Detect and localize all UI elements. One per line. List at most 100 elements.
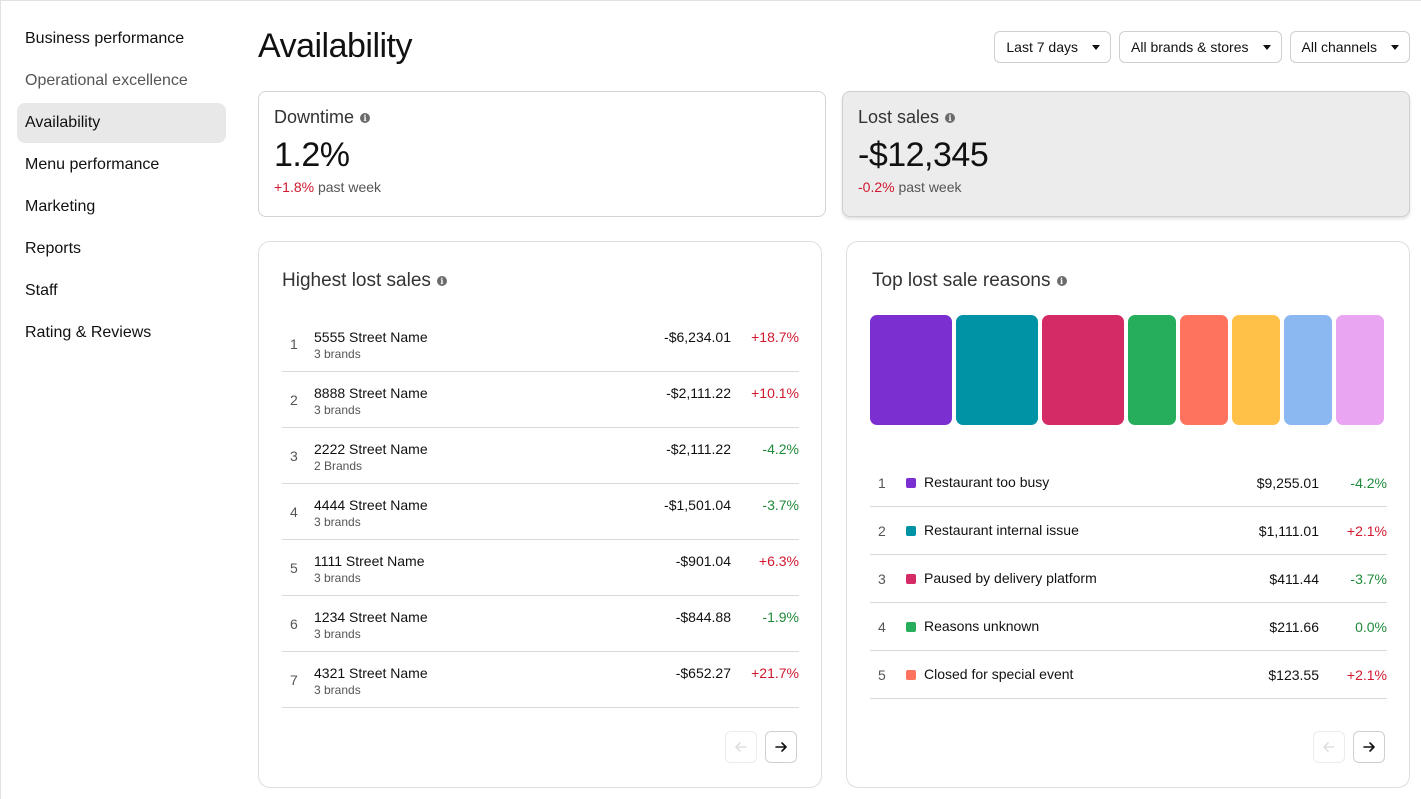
lost-sales-value: -$12,345	[858, 136, 989, 174]
caret-down-icon	[1391, 44, 1399, 50]
reason-row[interactable]: 2 Restaurant internal issue $1,111.01 +2.1%	[870, 507, 1387, 555]
reason-swatch[interactable]	[1042, 315, 1124, 425]
reason-row[interactable]: 4 Reasons unknown $211.66 0.0%	[870, 603, 1387, 651]
reason-amount: $411.44	[1269, 571, 1319, 587]
store-brand-count: 2 Brands	[314, 459, 363, 473]
store-change: -3.7%	[762, 497, 799, 513]
caret-down-icon	[1262, 44, 1271, 50]
arrow-right-icon	[775, 742, 787, 752]
sidebar-item-menu-performance[interactable]: Menu performance	[25, 156, 160, 173]
filter-bar: Last 7 days All brands & stores All chan…	[994, 31, 1410, 63]
reason-rank: 5	[878, 667, 886, 683]
store-row[interactable]: 3 2222 Street Name 2 Brands -$2,111.22 -4.2%	[282, 428, 799, 484]
reason-rank: 2	[878, 523, 886, 539]
previous-page-button[interactable]	[725, 731, 757, 763]
brands-stores-dropdown-label: All brands & stores	[1131, 39, 1249, 55]
sidebar-item-operational-excellence[interactable]: Operational excellence	[25, 72, 188, 89]
store-row[interactable]: 5 1111 Street Name 3 brands -$901.04 +6.3%	[282, 540, 799, 596]
channels-dropdown[interactable]: All channels	[1289, 31, 1410, 63]
store-lost-amount: -$901.04	[675, 553, 731, 569]
info-icon[interactable]: i	[945, 112, 956, 123]
reason-change: +2.1%	[1346, 523, 1387, 539]
panel-title-row: Highest lost sales i	[282, 270, 447, 292]
reason-amount: $1,111.01	[1258, 523, 1319, 539]
store-row[interactable]: 4 4444 Street Name 3 brands -$1,501.04 -3.7%	[282, 484, 799, 540]
store-row[interactable]: 2 8888 Street Name 3 brands -$2,111.22 +10.1…	[282, 372, 799, 428]
reason-name: Restaurant too busy	[924, 474, 1050, 490]
arrow-right-icon	[1363, 742, 1375, 752]
store-lost-amount: -$844.88	[675, 609, 731, 625]
sidebar-item-staff[interactable]: Staff	[25, 282, 58, 299]
store-change: +18.7%	[751, 329, 799, 345]
downtime-change-row: +1.8% past week	[274, 179, 810, 195]
sidebar-item-business-performance[interactable]: Business performance	[25, 30, 185, 47]
sidebar-nav: Business performance Operational excelle…	[17, 19, 226, 355]
reason-name: Reasons unknown	[924, 618, 1040, 634]
store-change: +21.7%	[751, 665, 799, 681]
legend-dot-icon	[906, 670, 916, 680]
sidebar-item-availability[interactable]: Availability	[17, 103, 226, 143]
top-lost-sale-reasons-panel: Top lost sale reasons i 1 Restaurant too …	[846, 241, 1410, 788]
reason-rank: 4	[878, 619, 886, 635]
next-page-button[interactable]	[765, 731, 797, 763]
reason-amount: $9,255.01	[1256, 475, 1319, 491]
downtime-value: 1.2%	[274, 136, 350, 174]
reason-row[interactable]: 1 Restaurant too busy $9,255.01 -4.2%	[870, 459, 1387, 507]
store-row[interactable]: 1 5555 Street Name 3 brands -$6,234.01 +18.7…	[282, 316, 799, 372]
reason-name: Paused by delivery platform	[924, 570, 1097, 586]
store-lost-amount: -$652.27	[675, 665, 731, 681]
reason-row[interactable]: 5 Closed for special event $123.55 +2.1%	[870, 651, 1387, 699]
store-row[interactable]: 6 1234 Street Name 3 brands -$844.88 -1.9%	[282, 596, 799, 652]
lost-sales-change: -0.2%	[858, 179, 895, 195]
reason-swatch[interactable]	[1128, 315, 1176, 425]
highest-lost-sales-title: Highest lost sales	[282, 270, 431, 291]
info-icon[interactable]: i	[1056, 276, 1067, 286]
store-lost-amount: -$2,111.22	[666, 385, 731, 401]
reason-change: 0.0%	[1355, 619, 1387, 635]
reason-swatch[interactable]	[1180, 315, 1228, 425]
store-brand-count: 3 brands	[314, 403, 361, 417]
lost-sales-change-row: -0.2% past week	[858, 179, 1394, 195]
reason-swatch[interactable]	[1232, 315, 1280, 425]
legend-dot-icon	[906, 478, 916, 488]
reason-list: 1 Restaurant too busy $9,255.01 -4.2% 2 Resta…	[870, 459, 1387, 699]
period-dropdown[interactable]: Last 7 days	[994, 31, 1111, 63]
period-dropdown-label: Last 7 days	[1006, 39, 1078, 55]
reason-treemap	[870, 315, 1387, 425]
legend-dot-icon	[906, 574, 916, 584]
brands-stores-dropdown[interactable]: All brands & stores	[1119, 31, 1282, 63]
downtime-card[interactable]: Downtime i 1.2% +1.8% past week	[258, 91, 826, 217]
lost-sales-card[interactable]: Lost sales i -$12,345 -0.2% past week	[842, 91, 1410, 217]
next-page-button[interactable]	[1353, 731, 1385, 763]
downtime-label: Downtime	[274, 107, 355, 127]
lost-sales-label: Lost sales	[858, 107, 940, 127]
store-brand-count: 3 brands	[314, 515, 361, 529]
reason-amount: $123.55	[1268, 667, 1319, 683]
store-name: 1234 Street Name	[314, 609, 428, 625]
sidebar-item-rating-reviews[interactable]: Rating & Reviews	[25, 324, 152, 341]
store-rank: 3	[290, 448, 298, 464]
legend-dot-icon	[906, 526, 916, 536]
sidebar-item-marketing[interactable]: Marketing	[25, 198, 96, 215]
store-name: 5555 Street Name	[314, 329, 428, 345]
store-brand-count: 3 brands	[314, 347, 361, 361]
previous-page-button[interactable]	[1313, 731, 1345, 763]
reason-swatch[interactable]	[1336, 315, 1384, 425]
info-icon[interactable]: i	[436, 276, 447, 286]
page-title: Availability	[258, 27, 413, 65]
store-name: 2222 Street Name	[314, 441, 428, 457]
store-rank: 4	[290, 504, 298, 520]
downtime-period: past week	[317, 179, 382, 195]
reason-name: Restaurant internal issue	[924, 522, 1079, 538]
reason-swatch[interactable]	[1284, 315, 1332, 425]
reason-swatch[interactable]	[956, 315, 1038, 425]
info-icon[interactable]: i	[360, 112, 371, 123]
sidebar-item-reports[interactable]: Reports	[25, 240, 82, 257]
highest-lost-sales-panel: Highest lost sales i 1 5555 Street Name 3 …	[258, 241, 822, 788]
store-name: 8888 Street Name	[314, 385, 428, 401]
reason-row[interactable]: 3 Paused by delivery platform $411.44 -3.7%	[870, 555, 1387, 603]
reason-swatch[interactable]	[870, 315, 952, 425]
store-row[interactable]: 7 4321 Street Name 3 brands -$652.27 +21.7%	[282, 652, 799, 708]
store-change: +6.3%	[758, 553, 799, 569]
store-rank: 6	[290, 616, 298, 632]
